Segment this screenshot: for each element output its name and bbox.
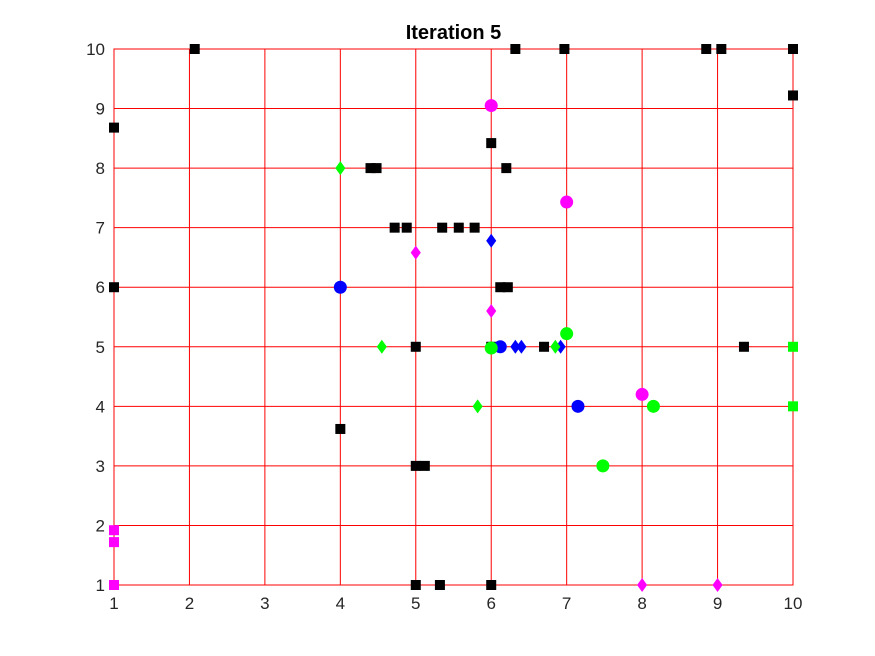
square-marker [419, 460, 430, 471]
y-tick-label: 4 [96, 397, 105, 416]
diamond-marker [550, 339, 561, 354]
y-tick-label: 6 [96, 278, 105, 297]
y-tick-label: 1 [96, 576, 105, 595]
square-marker [365, 163, 376, 174]
y-tick-label: 5 [96, 338, 105, 357]
square-marker [401, 222, 412, 233]
x-tick-label: 7 [562, 594, 571, 613]
x-tick-label: 10 [784, 594, 803, 613]
square-marker [495, 282, 506, 293]
square-marker [389, 222, 400, 233]
square-marker [501, 163, 512, 174]
diamond-marker [712, 578, 723, 592]
square-marker [109, 525, 119, 536]
diamond-marker [376, 339, 387, 354]
square-marker [788, 90, 798, 101]
square-marker [539, 341, 550, 352]
square-marker [701, 44, 712, 54]
data-points [109, 44, 798, 592]
square-marker [559, 44, 570, 54]
square-marker [434, 580, 445, 590]
circle-marker [596, 459, 610, 473]
square-marker [109, 537, 119, 548]
circle-marker [484, 341, 498, 355]
square-marker [486, 138, 497, 149]
plot-frame [113, 48, 794, 586]
diamond-marker [486, 233, 497, 248]
square-marker [469, 222, 480, 233]
square-marker [109, 122, 119, 133]
y-tick-label: 10 [86, 40, 105, 59]
circle-marker [571, 399, 585, 413]
x-tick-label: 5 [411, 594, 420, 613]
diamond-marker [410, 245, 421, 260]
x-tick-label: 6 [486, 594, 495, 613]
y-tick-label: 7 [96, 219, 105, 238]
x-tick-label: 9 [713, 594, 722, 613]
square-marker [109, 282, 119, 293]
square-marker [410, 580, 421, 590]
tick-labels: 1 2 3 4 5 6 7 8 9 10 1 2 3 4 5 6 7 8 9 10 [86, 40, 802, 613]
square-marker [738, 341, 749, 352]
square-marker [437, 222, 448, 233]
square-marker [788, 341, 798, 352]
chart-title: Iteration 5 [406, 22, 502, 44]
y-tick-label: 8 [96, 159, 105, 178]
circle-marker [484, 99, 498, 113]
circle-marker [646, 399, 660, 413]
x-tick-label: 3 [260, 594, 269, 613]
square-marker [486, 580, 497, 590]
square-marker [453, 222, 464, 233]
diamond-marker [472, 399, 483, 414]
square-marker [788, 44, 798, 54]
x-tick-label: 8 [637, 594, 646, 613]
diamond-marker [516, 339, 527, 354]
square-marker [335, 423, 346, 434]
y-tick-label: 9 [96, 100, 105, 119]
square-marker [410, 341, 421, 352]
circle-marker [635, 387, 649, 401]
square-marker [788, 401, 798, 412]
grid [113, 48, 794, 586]
y-tick-label: 2 [96, 516, 105, 535]
square-marker [371, 163, 382, 174]
diamond-marker [510, 339, 521, 354]
circle-marker [333, 280, 347, 294]
x-tick-label: 4 [336, 594, 345, 613]
square-marker [510, 44, 521, 54]
square-marker [502, 282, 513, 293]
square-marker [410, 460, 421, 471]
circle-marker [560, 327, 574, 341]
plot-area [114, 49, 793, 585]
circle-marker [560, 195, 574, 209]
x-tick-label: 1 [109, 594, 118, 613]
diamond-marker [637, 578, 648, 592]
x-tick-label: 2 [185, 594, 194, 613]
y-tick-label: 3 [96, 457, 105, 476]
diamond-marker [335, 161, 346, 176]
square-marker [189, 44, 200, 54]
square-marker [716, 44, 727, 54]
diamond-marker [555, 339, 566, 354]
square-marker [109, 580, 119, 590]
diamond-marker [486, 304, 497, 319]
